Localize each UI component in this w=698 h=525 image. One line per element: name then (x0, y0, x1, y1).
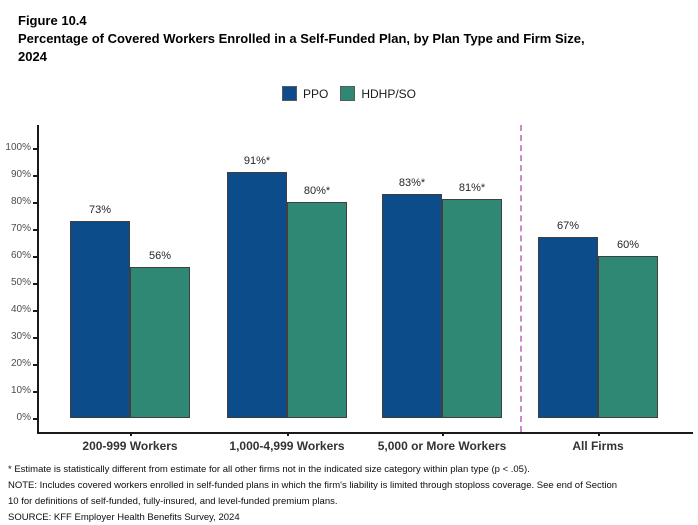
footnote-note-line-2: 10 for definitions of self-funded, fully… (8, 496, 338, 507)
legend-label-ppo: PPO (302, 86, 329, 101)
all-firms-separator-line (520, 125, 522, 432)
y-axis-tick (33, 175, 37, 177)
y-axis-tick-label: 50% (10, 277, 31, 288)
x-axis-category-label-1-000-4-999-workers: 1,000-4,999 Workers (229, 439, 345, 453)
x-axis-tick (287, 432, 289, 436)
bar-value-label-ppo-1-000-4-999-workers: 91%* (243, 155, 271, 168)
x-axis-category-label-all-firms: All Firms (572, 439, 624, 453)
legend-label-hdhp-so: HDHP/SO (361, 86, 417, 101)
y-axis-tick-label: 40% (10, 304, 31, 315)
bar-value-label-ppo-200-999-workers: 73% (88, 203, 112, 216)
legend-item-ppo: PPO (281, 86, 329, 101)
figure-label: Figure 10.4 (18, 13, 87, 28)
y-axis-tick-label: 30% (10, 331, 31, 342)
x-axis-line (37, 432, 693, 434)
figure-title-line-2: 2024 (18, 49, 47, 64)
x-axis-tick (598, 432, 600, 436)
bar-ppo-200-999-workers (70, 220, 130, 418)
bar-value-label-hdhp-so-5-000-or-more-workers: 81%* (458, 182, 486, 195)
legend-item-hdhp-so: HDHP/SO (340, 86, 416, 101)
y-axis-tick (33, 148, 37, 150)
y-axis-tick (33, 256, 37, 258)
bar-hdhp-so-200-999-workers (130, 266, 190, 418)
bar-value-label-ppo-all-firms: 67% (556, 220, 580, 233)
legend-swatch-ppo (281, 86, 297, 101)
y-axis-tick (33, 283, 37, 285)
figure-title-line-1: Percentage of Covered Workers Enrolled i… (18, 31, 585, 46)
x-axis-tick (442, 432, 444, 436)
bar-ppo-5-000-or-more-workers (382, 193, 442, 418)
footnote-note-line-1: NOTE: Includes covered workers enrolled … (8, 480, 618, 491)
bar-value-label-hdhp-so-1-000-4-999-workers: 80%* (303, 185, 331, 197)
bar-ppo-all-firms (538, 237, 598, 418)
bar-value-label-ppo-5-000-or-more-workers: 83%* (398, 176, 426, 189)
x-axis-tick (130, 432, 132, 436)
y-axis-tick (33, 337, 37, 339)
x-axis-category-label-5-000-or-more-workers: 5,000 or More Workers (377, 439, 507, 453)
title-block: Figure 10.4 Percentage of Covered Worker… (18, 12, 678, 66)
y-axis-line (37, 125, 39, 432)
footnote-significance: * Estimate is statistically different fr… (8, 464, 530, 475)
y-axis-tick (33, 364, 37, 366)
y-axis-tick (33, 202, 37, 204)
bar-hdhp-so-5-000-or-more-workers (442, 199, 502, 418)
x-axis-category-label-200-999-workers: 200-999 Workers (82, 439, 178, 453)
y-axis-tick (33, 310, 37, 312)
y-axis-tick-label: 90% (10, 169, 31, 180)
footnote-source: SOURCE: KFF Employer Health Benefits Sur… (8, 512, 240, 523)
bar-hdhp-so-1-000-4-999-workers (287, 202, 347, 418)
y-axis-tick-label: 60% (10, 250, 31, 261)
bar-ppo-1-000-4-999-workers (227, 172, 287, 418)
bar-value-label-hdhp-so-200-999-workers: 56% (148, 249, 172, 262)
y-axis-tick (33, 229, 37, 231)
y-axis-tick-label: 70% (10, 223, 31, 234)
bar-value-label-hdhp-so-all-firms: 60% (616, 239, 640, 251)
y-axis-tick-label: 100% (5, 142, 31, 153)
chart-legend: PPO HDHP/SO (0, 86, 698, 101)
footnotes: * Estimate is statistically different fr… (8, 462, 693, 525)
bar-hdhp-so-all-firms (598, 256, 658, 418)
y-axis-tick-label: 0% (16, 412, 31, 423)
y-axis-tick-label: 10% (10, 385, 31, 396)
y-axis-tick-label: 80% (10, 196, 31, 207)
y-axis-tick-label: 20% (10, 358, 31, 369)
legend-swatch-hdhp-so (340, 86, 356, 101)
y-axis-tick (33, 418, 37, 420)
y-axis-tick (33, 391, 37, 393)
